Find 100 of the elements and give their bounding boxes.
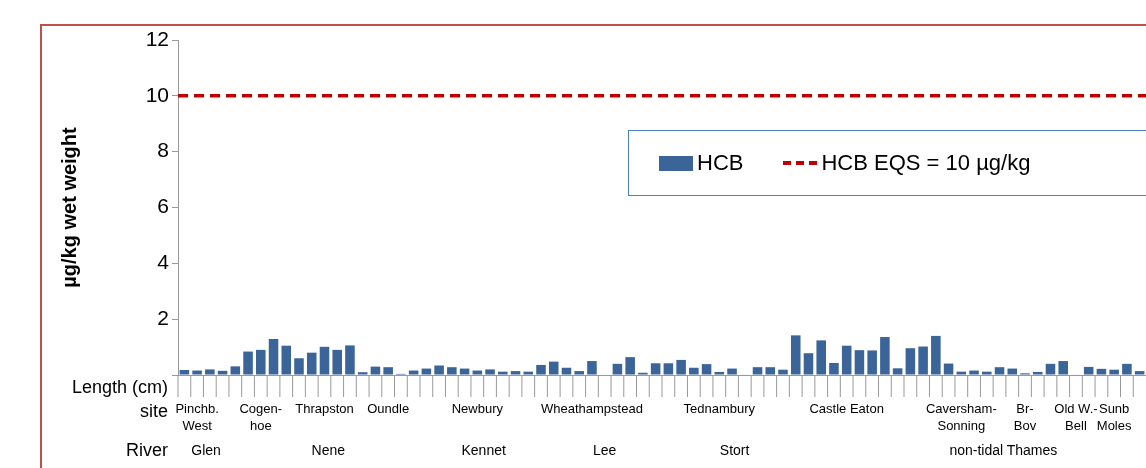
bar	[650, 363, 661, 375]
bar	[1122, 363, 1132, 375]
bar	[752, 367, 763, 375]
bar	[956, 371, 967, 375]
x-tick-label: Br- Bov	[1013, 401, 1037, 434]
y-tick-label: 2	[157, 305, 169, 329]
bar	[816, 340, 826, 375]
text: Kennet	[461, 441, 506, 458]
bar	[778, 369, 788, 375]
bar	[625, 357, 635, 375]
bar	[943, 363, 954, 375]
bar	[727, 368, 737, 375]
legend-label: HCB	[697, 150, 744, 176]
bar	[905, 348, 916, 375]
bar	[829, 363, 839, 375]
text: Lee	[593, 441, 617, 458]
text: River	[125, 439, 168, 460]
bar	[1083, 366, 1094, 375]
bar	[319, 346, 330, 375]
bar	[714, 371, 725, 375]
bar	[370, 366, 381, 375]
bar	[256, 349, 266, 375]
bar	[931, 335, 941, 375]
bar	[357, 372, 368, 375]
y-tick-label: 12	[145, 26, 169, 50]
bar	[205, 369, 215, 375]
bar	[1058, 361, 1068, 375]
y-tick-label: 6	[157, 194, 169, 218]
text: Stort	[719, 441, 750, 458]
bar	[880, 337, 890, 375]
bar	[408, 370, 419, 375]
bar	[243, 351, 253, 375]
bar	[918, 346, 928, 375]
bar	[485, 369, 495, 375]
bar	[1134, 371, 1145, 375]
bar	[383, 367, 393, 375]
y-axis-title: µg/kg wet weight	[57, 126, 80, 288]
bar	[548, 361, 559, 375]
x-tick-label: Castle Eaton	[809, 401, 884, 417]
bar	[498, 371, 508, 375]
bar	[434, 365, 444, 375]
x-tick-label: Pinchb. West	[175, 401, 219, 434]
text: Nene	[311, 441, 346, 458]
x-tick-label: Old W.- Bell	[1054, 401, 1098, 434]
bar	[294, 358, 304, 375]
bar	[1045, 363, 1056, 375]
bar	[281, 345, 292, 375]
bar	[192, 370, 202, 375]
x-tick-label: Newbury	[451, 401, 504, 417]
x-tick-label: Oundle	[367, 401, 410, 417]
bar	[447, 367, 457, 375]
bar	[332, 349, 342, 375]
y-tick-label: 4	[157, 250, 170, 274]
bar	[230, 366, 241, 375]
bar	[892, 368, 903, 375]
bar	[268, 338, 279, 375]
bar	[217, 370, 228, 375]
text: site	[139, 400, 168, 421]
x-tick-label: Thrapston	[295, 401, 354, 417]
bar	[306, 352, 317, 375]
bar	[676, 359, 686, 375]
bar	[689, 367, 699, 375]
bar	[701, 364, 712, 375]
bar	[867, 350, 877, 375]
bar	[523, 371, 534, 375]
bar	[803, 353, 814, 375]
x-tick-label: Wheathampstead	[540, 401, 643, 417]
bar	[179, 369, 190, 375]
bar	[854, 350, 865, 375]
bar	[1096, 368, 1107, 375]
bar	[790, 335, 801, 375]
bar	[536, 364, 546, 375]
bar	[459, 368, 470, 375]
bar	[421, 368, 432, 375]
bar	[969, 370, 979, 375]
bar	[841, 345, 852, 375]
bar	[1109, 369, 1119, 375]
bar	[1032, 371, 1043, 375]
bar	[345, 345, 355, 375]
bar	[982, 371, 992, 375]
bar	[663, 363, 674, 375]
bar	[472, 370, 483, 375]
text: non-tidal Thames	[949, 441, 1058, 458]
bar	[587, 361, 597, 375]
text: Glen	[191, 441, 221, 458]
bar	[561, 367, 572, 375]
x-tick-label: Tednambury	[683, 401, 756, 417]
text: Length (cm)	[71, 376, 168, 397]
bar	[612, 363, 623, 375]
bar	[574, 371, 584, 375]
legend-label: HCB EQS = 10 µg/kg	[821, 150, 1031, 176]
y-tick-label: 10	[145, 82, 169, 106]
bar	[1007, 368, 1018, 375]
x-tick-label: Caversham- Sonning	[925, 401, 997, 434]
bar	[765, 367, 776, 375]
x-tick-label: Sunb Moles	[1096, 401, 1132, 434]
x-tick-label: Cogen- hoe	[239, 401, 283, 434]
y-tick-label: 8	[157, 138, 169, 162]
bar	[994, 367, 1005, 375]
bar	[510, 371, 521, 375]
